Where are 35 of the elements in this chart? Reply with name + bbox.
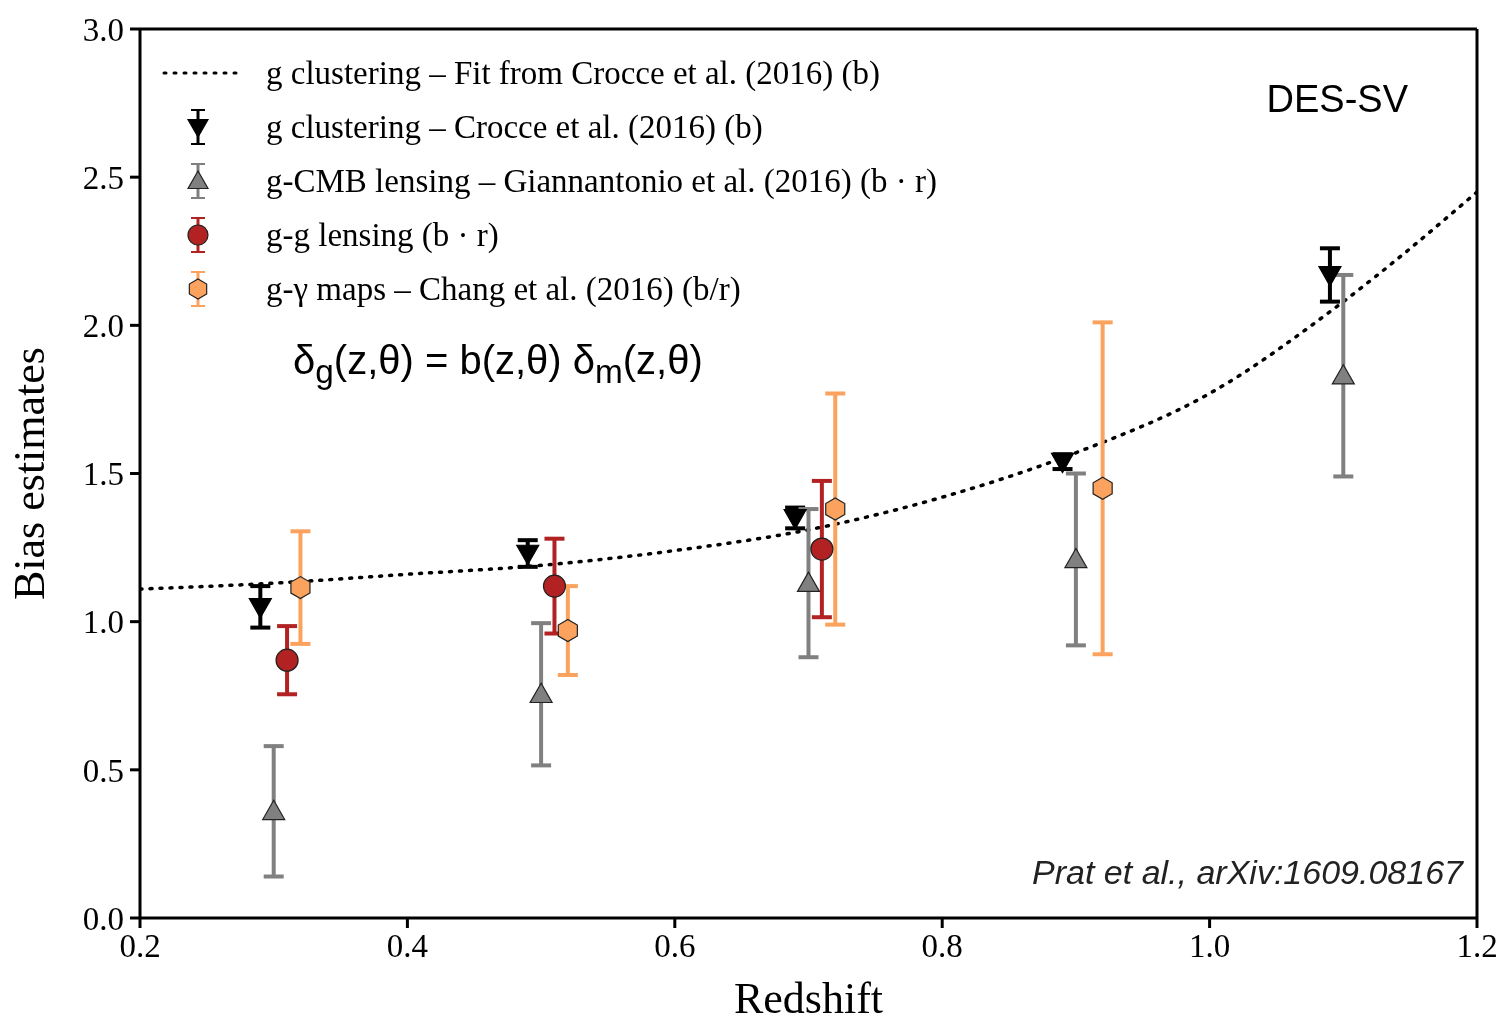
legend-label: g-g lensing (b · r) (266, 216, 499, 254)
legend-label: g clustering – Crocce et al. (2016) (b) (266, 108, 763, 146)
x-tick-label: 1.2 (1456, 928, 1498, 965)
point (542, 574, 567, 598)
y-tick-label: 2.5 (82, 159, 124, 196)
legend-label: g-γ maps – Chang et al. (2016) (b/r) (266, 270, 741, 308)
point (796, 571, 821, 592)
x-tick-label: 1.0 (1188, 928, 1231, 965)
point (810, 537, 834, 561)
y-tick-label: 1.5 (82, 456, 124, 493)
x-axis-title: Redshift (733, 974, 884, 1022)
annotation: DES-SV (1266, 78, 1408, 121)
legend-label: g-CMB lensing – Giannantonio et al. (2016) (b · r) (266, 162, 937, 200)
point (1318, 266, 1342, 287)
point (290, 575, 311, 600)
x-tick-label: 0.8 (921, 928, 963, 965)
x-tick-label: 0.4 (386, 928, 429, 965)
point (529, 682, 553, 704)
point (825, 497, 846, 521)
x-tick-label: 0.6 (654, 928, 696, 965)
y-tick-label: 3.0 (82, 11, 124, 48)
annotation: Prat et al., arXiv:1609.08167 (1032, 853, 1463, 892)
y-axis-title: Bias estimates (4, 347, 54, 600)
point (1064, 547, 1088, 569)
y-tick-label: 2.0 (82, 308, 124, 345)
point (1092, 476, 1113, 500)
point (248, 598, 272, 619)
legend-label: g clustering – Fit from Crocce et al. (2016) (b) (266, 54, 880, 92)
y-tick-label: 0.5 (82, 752, 124, 789)
point (275, 648, 299, 672)
point (262, 799, 286, 821)
point (557, 618, 578, 643)
y-tick-label: 1.0 (82, 604, 124, 641)
annotation: δ$_{g}$(z,θ) = b(z,θ) δ$_{m}$(z,θ) (293, 338, 703, 391)
point (516, 544, 540, 566)
